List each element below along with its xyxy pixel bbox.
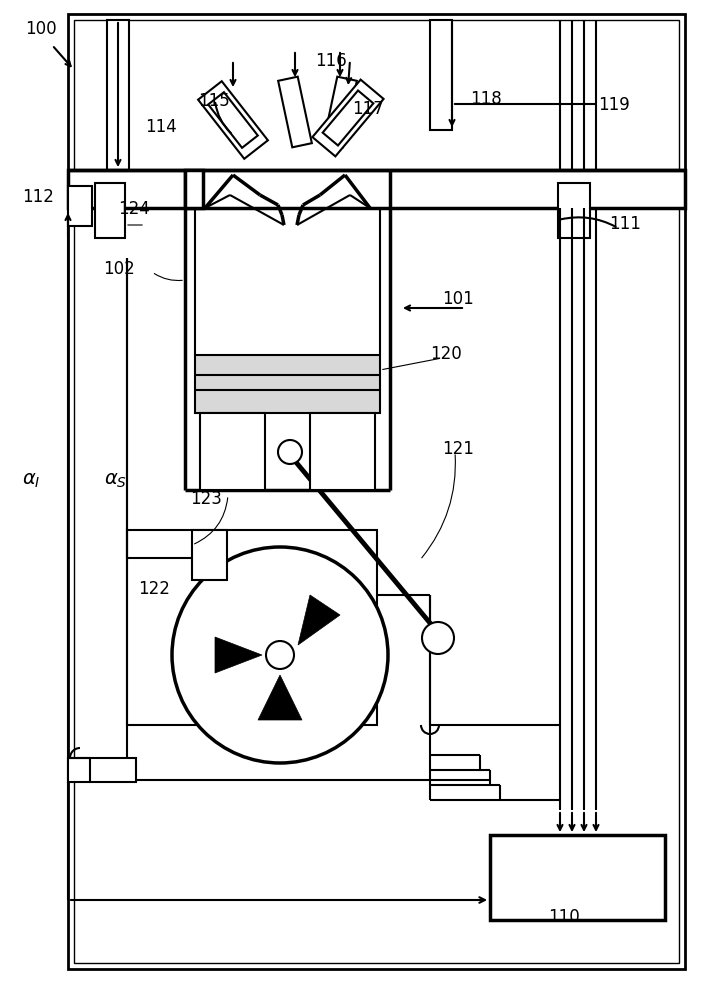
Text: 123: 123	[190, 490, 222, 508]
Circle shape	[172, 547, 388, 763]
Polygon shape	[312, 80, 384, 156]
Text: 121: 121	[442, 440, 474, 458]
Polygon shape	[323, 77, 356, 147]
Circle shape	[266, 641, 294, 669]
Text: 102: 102	[103, 260, 135, 278]
Bar	[195, 355, 380, 413]
Circle shape	[422, 622, 454, 654]
Bar	[95, 183, 125, 238]
Polygon shape	[208, 92, 258, 148]
Bar	[430, 20, 452, 130]
Text: 101: 101	[442, 290, 473, 308]
Polygon shape	[323, 91, 374, 145]
Bar	[68, 170, 685, 208]
Text: 115: 115	[198, 92, 230, 110]
Text: 100: 100	[25, 20, 56, 38]
Text: $\alpha_S$: $\alpha_S$	[104, 471, 127, 489]
Bar	[558, 183, 590, 238]
Polygon shape	[298, 595, 340, 645]
Polygon shape	[278, 77, 312, 147]
Text: 122: 122	[138, 580, 170, 598]
Text: $\alpha_I$: $\alpha_I$	[22, 471, 41, 489]
Bar	[192, 530, 227, 580]
Bar	[74, 20, 679, 963]
Text: 118: 118	[470, 90, 502, 108]
Bar	[200, 413, 265, 490]
Text: 111: 111	[609, 215, 641, 233]
Text: 120: 120	[430, 345, 462, 363]
Polygon shape	[258, 675, 302, 720]
Bar	[107, 20, 129, 170]
Bar	[127, 530, 377, 725]
Polygon shape	[198, 81, 268, 159]
Bar	[310, 413, 375, 490]
Text: 116: 116	[315, 52, 347, 70]
Circle shape	[278, 440, 302, 464]
Text: 117: 117	[352, 100, 384, 118]
Polygon shape	[215, 637, 262, 673]
Bar	[68, 186, 92, 226]
Bar	[68, 758, 136, 782]
Text: 112: 112	[22, 188, 54, 206]
Bar	[68, 14, 685, 969]
Polygon shape	[185, 170, 203, 208]
Text: 124: 124	[118, 200, 150, 218]
Text: 110: 110	[548, 908, 580, 926]
Text: 114: 114	[145, 118, 177, 136]
Bar	[490, 835, 665, 920]
Text: 119: 119	[598, 96, 630, 114]
